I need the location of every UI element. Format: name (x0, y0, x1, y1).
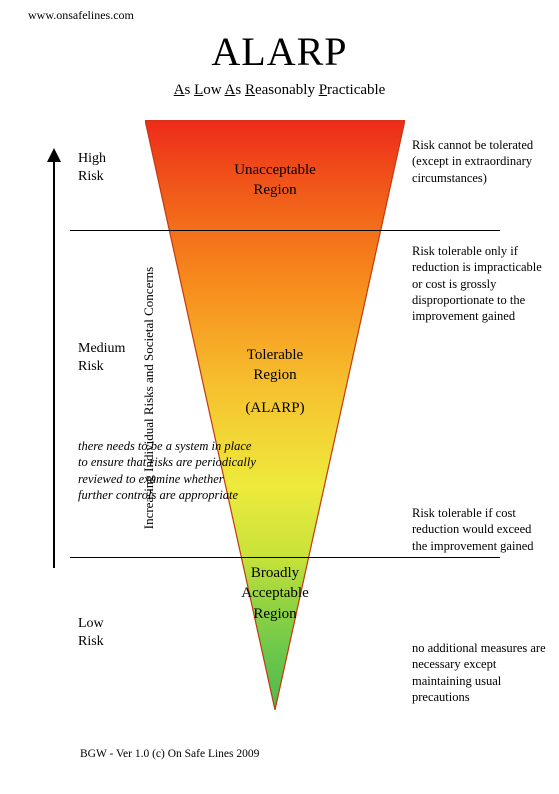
review-note: there needs to be a system in place to e… (78, 438, 258, 503)
note-no-additional: no additional measures are necessary exc… (412, 640, 547, 705)
label-low-risk: LowRisk (78, 615, 104, 650)
note-cannot-tolerate: Risk cannot be tolerated (except in extr… (412, 137, 547, 186)
risk-arrow-head (47, 148, 61, 162)
note-tolerable-cost: Risk tolerable if cost reduction would e… (412, 505, 547, 554)
region-tolerable: TolerableRegion (220, 345, 330, 386)
page-title: ALARP (0, 28, 559, 75)
region-broadly-acceptable: BroadlyAcceptableRegion (230, 563, 320, 624)
note-tolerable-impracticable: Risk tolerable only if reduction is impr… (412, 243, 547, 324)
risk-arrow-line (53, 158, 55, 568)
subtitle: As Low As Reasonably Practicable (0, 82, 559, 99)
divider-lower (70, 557, 500, 558)
source-url: www.onsafelines.com (28, 8, 134, 23)
divider-upper (70, 230, 500, 231)
copyright: BGW - Ver 1.0 (c) On Safe Lines 2009 (80, 748, 259, 760)
label-high-risk: HighRisk (78, 150, 106, 185)
label-medium-risk: MediumRisk (78, 340, 125, 375)
region-alarp: (ALARP) (220, 398, 330, 418)
region-unacceptable: UnacceptableRegion (210, 160, 340, 201)
